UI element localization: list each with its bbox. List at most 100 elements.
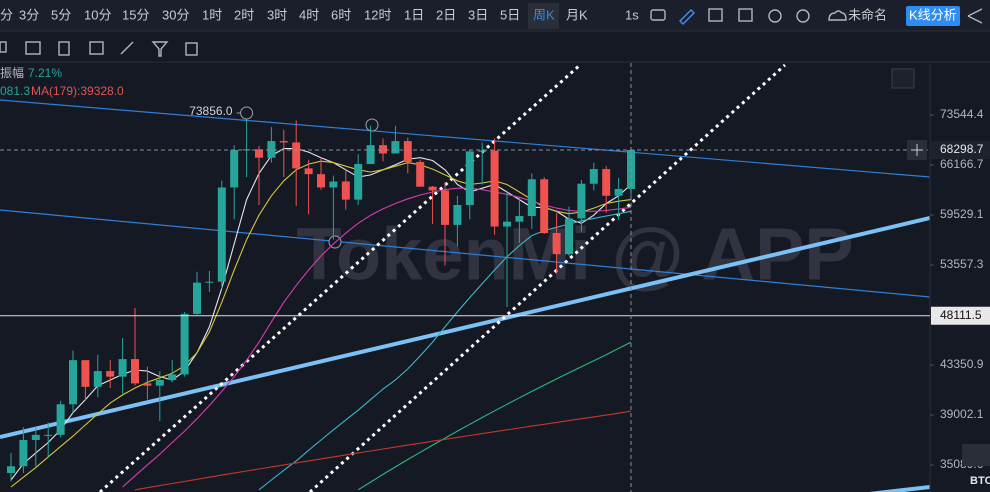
filter-icon[interactable] <box>151 41 169 57</box>
interval-tab[interactable]: 30分 <box>162 7 189 22</box>
interval-tab[interactable]: 3日 <box>468 7 488 22</box>
candle-body <box>589 169 598 184</box>
candle-body <box>217 187 226 282</box>
y-tick-label: 66166.7 <box>940 157 984 171</box>
candle-body <box>577 183 586 219</box>
theme-icon[interactable] <box>796 9 810 23</box>
amplitude-label: 振幅 <box>0 65 24 80</box>
interval-tab[interactable]: 6时 <box>331 7 351 22</box>
toolbar-icons <box>0 8 983 89</box>
settings-icon[interactable] <box>768 9 782 23</box>
candle-body <box>366 145 375 165</box>
candle-body <box>317 174 325 188</box>
interval-tab[interactable]: 12时 <box>364 7 391 22</box>
y-tick-label: 59529.1 <box>940 207 984 221</box>
max-marker <box>240 106 254 120</box>
trend-line <box>0 209 930 298</box>
candle-body <box>441 190 449 225</box>
interval-tab[interactable]: 10分 <box>84 7 111 22</box>
layout-name[interactable]: 未命名 <box>848 7 887 22</box>
tool-icon[interactable] <box>0 41 7 53</box>
candle-body <box>552 233 561 255</box>
interval-tab[interactable]: 3时 <box>267 7 287 22</box>
candle-body <box>106 371 115 377</box>
candle-body <box>279 141 288 143</box>
amplitude-value: 7.21% <box>28 66 62 80</box>
trend-line <box>0 216 930 439</box>
analysis-button-bg <box>906 6 960 26</box>
interval-tab[interactable]: 2日 <box>436 7 456 22</box>
symbol-tag[interactable]: BTC <box>970 475 990 487</box>
speed[interactable]: 1s <box>625 7 639 22</box>
tool-icon[interactable] <box>89 41 104 55</box>
interval-tab[interactable]: 15分 <box>122 7 149 22</box>
interval-tab[interactable]: 2时 <box>234 7 254 22</box>
add-icon <box>911 144 923 157</box>
candle-body <box>379 145 387 154</box>
candle-body <box>490 150 499 227</box>
ma-line <box>134 410 632 491</box>
interval-tab[interactable]: 3分 <box>19 7 39 22</box>
candle-body <box>193 282 201 314</box>
candle-body <box>81 360 90 387</box>
delete-icon[interactable] <box>185 42 198 56</box>
anchor-point[interactable] <box>365 118 379 132</box>
candles-icon[interactable] <box>25 41 41 55</box>
tool-icon[interactable] <box>58 41 70 56</box>
symbol-tag-bg <box>962 444 990 466</box>
interval-tab[interactable]: 5日 <box>500 7 520 22</box>
draw-icon[interactable] <box>679 9 695 25</box>
interval-tab[interactable]: 分 <box>0 7 13 22</box>
candle-body <box>143 383 152 386</box>
candle-body <box>292 142 301 169</box>
interval-tab[interactable]: 周K <box>533 7 555 22</box>
interval-tab[interactable]: 5分 <box>51 7 71 22</box>
camera-icon[interactable] <box>650 9 666 21</box>
fullscreen-icon[interactable] <box>891 68 915 89</box>
price-line-label-bg <box>931 306 990 325</box>
screenshot-icon[interactable] <box>738 8 753 22</box>
y-tick-label: 53557.3 <box>940 257 984 271</box>
candle-body <box>7 466 15 474</box>
crosshair-label: 68298.7 <box>940 142 984 156</box>
candle-body <box>267 141 276 158</box>
candle-body <box>540 179 549 234</box>
candle-body <box>230 150 239 188</box>
window-icon[interactable] <box>708 8 723 22</box>
top-toolbar <box>0 0 990 31</box>
cloud-icon[interactable] <box>828 10 847 21</box>
interval-tab[interactable]: 1日 <box>404 7 424 22</box>
channel-line <box>308 63 787 492</box>
candle-body <box>131 359 139 384</box>
interval-tab[interactable]: 月K <box>566 7 588 22</box>
interval-tab[interactable]: 1时 <box>202 7 222 22</box>
candle-body <box>180 313 189 375</box>
ma-value: MA(179):39328.0 <box>31 84 124 98</box>
candle-body <box>205 281 214 283</box>
candle-body <box>565 218 573 255</box>
channel-line <box>99 63 581 492</box>
candle-body <box>403 141 412 162</box>
candle-body <box>602 169 611 196</box>
candle-body <box>304 168 313 175</box>
analysis-button[interactable]: K线分析 <box>909 7 957 22</box>
candle-body <box>44 434 53 436</box>
interval-tab[interactable]: 4时 <box>299 7 319 22</box>
candle-body <box>614 188 623 196</box>
candle-body <box>93 371 102 387</box>
candle-body <box>19 439 28 467</box>
ma-value: 081.3 <box>0 84 30 98</box>
crosshair-label-bg <box>931 141 990 160</box>
trend-line <box>868 485 930 492</box>
share-icon[interactable] <box>967 8 983 24</box>
magnet-icon[interactable] <box>120 41 134 55</box>
candle-body <box>168 374 177 381</box>
active-tab <box>528 3 559 29</box>
candle-body <box>478 150 487 152</box>
candle-body <box>391 141 400 154</box>
candle-body <box>31 434 40 440</box>
price-line-label: 48111.5 <box>940 308 982 322</box>
candle-body <box>329 181 338 188</box>
